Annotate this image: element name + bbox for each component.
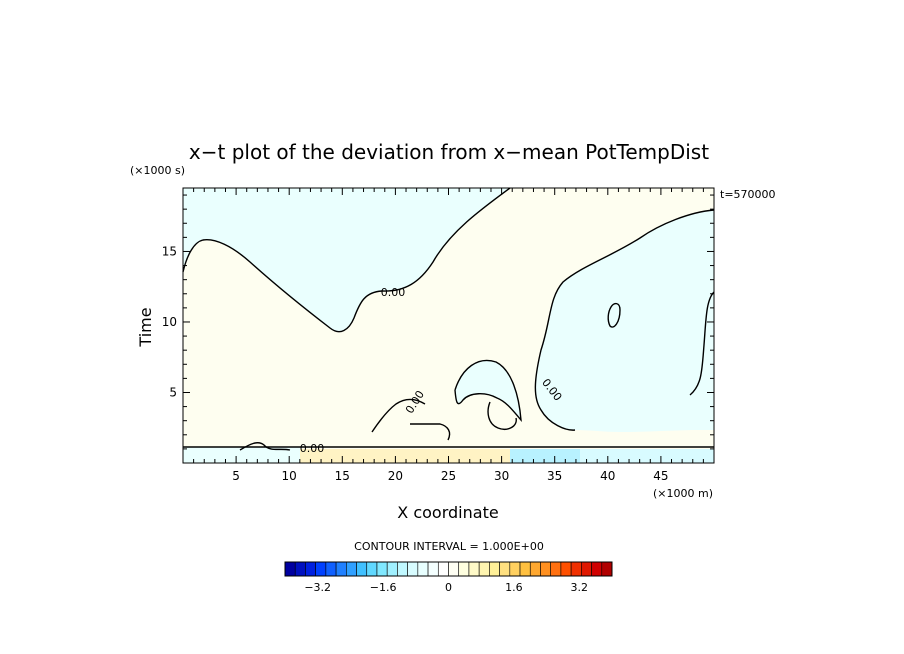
negative-region-1	[183, 188, 510, 332]
time-annotation: t=570000	[720, 188, 776, 201]
y-unit-label: (×1000 s)	[130, 164, 185, 177]
colorbar-cell	[601, 561, 613, 577]
bottom-cool-band	[580, 449, 714, 463]
x-tick-label: 20	[388, 469, 403, 483]
colorbar-cell	[550, 561, 562, 577]
colorbar-cell	[407, 561, 419, 577]
colorbar-cell	[489, 561, 500, 577]
colorbar-cell	[366, 561, 378, 577]
colorbar-tick-label: 3.2	[571, 581, 589, 594]
negative-region-2	[535, 210, 714, 432]
colorbar-cell	[305, 561, 316, 577]
colorbar-cell	[519, 561, 531, 577]
contour-label: 0.00	[381, 286, 406, 299]
colorbar-cell	[386, 561, 398, 577]
zero-contour-10	[239, 442, 291, 451]
zero-contour-7	[371, 398, 426, 433]
colorbar-cell	[529, 561, 541, 577]
colorbar-cell	[325, 561, 337, 577]
colorbar-cell	[437, 561, 449, 577]
bottom-cold-band	[510, 449, 580, 463]
chart-title: x−t plot of the deviation from x−mean Po…	[189, 140, 709, 164]
contour-label: 0.00	[300, 442, 325, 455]
colorbar-cell	[540, 561, 551, 577]
colorbar-cell	[417, 561, 429, 577]
colorbar-cell	[335, 561, 347, 577]
x-tick-label: 10	[282, 469, 297, 483]
x-tick-label: 35	[547, 469, 562, 483]
x-tick-label: 15	[335, 469, 350, 483]
zero-contour-9	[410, 423, 451, 441]
colorbar-cell	[294, 561, 306, 577]
colorbar-cell	[570, 561, 582, 577]
negative-region-3	[455, 360, 521, 420]
y-tick-label: 5	[169, 385, 177, 399]
colorbar-cell	[509, 561, 521, 577]
y-tick-label: 15	[162, 244, 177, 258]
zero-contour-8	[487, 401, 517, 430]
colorbar-cell	[591, 561, 603, 577]
colorbar: −3.2 −1.6 0 1.6 3.2	[284, 561, 613, 594]
colorbar-cell	[468, 561, 480, 577]
x-tick-label: 5	[232, 469, 240, 483]
colorbar-cell	[376, 561, 388, 577]
x-unit-label: (×1000 m)	[653, 487, 713, 500]
zero-contour-5	[607, 302, 621, 328]
colorbar-cell	[427, 561, 439, 577]
colorbar-cell	[448, 561, 460, 577]
y-axis-label: Time	[136, 307, 155, 347]
y-tick-label: 10	[162, 315, 177, 329]
colorbar-tick-label: −3.2	[304, 581, 331, 594]
colorbar-cell	[346, 561, 357, 577]
zero-contour-2	[534, 209, 715, 431]
colorbar-tick-label: −1.6	[370, 581, 397, 594]
zero-contour-3	[689, 291, 715, 396]
x-axis-label: X coordinate	[397, 503, 498, 522]
x-tick-label: 25	[441, 469, 456, 483]
x-tick-label: 40	[600, 469, 615, 483]
x-tick-label: 45	[653, 469, 668, 483]
colorbar-frame	[284, 561, 613, 577]
zero-contour-1	[182, 187, 511, 333]
colorbar-cell	[458, 561, 470, 577]
colorbar-cell	[581, 561, 592, 577]
zero-contour-4	[454, 359, 522, 423]
negative-region-4	[183, 447, 300, 463]
x-tick-label: 30	[494, 469, 509, 483]
colorbar-tick-label: 0	[445, 581, 452, 594]
colorbar-cell	[315, 561, 327, 577]
contour-interval-text: CONTOUR INTERVAL = 1.000E+00	[354, 540, 544, 553]
colorbar-tick-label: 1.6	[505, 581, 523, 594]
colorbar-cell	[499, 561, 511, 577]
colorbar-cell	[397, 561, 408, 577]
colorbar-cell	[478, 561, 490, 577]
colorbar-cell	[560, 561, 572, 577]
colorbar-cell	[284, 561, 296, 577]
colorbar-cell	[356, 561, 368, 577]
